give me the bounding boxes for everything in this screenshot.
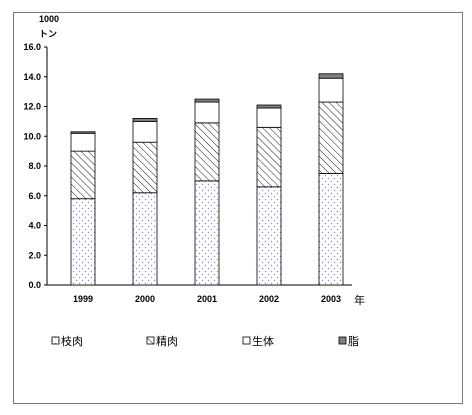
- bar-2002-枝肉: [256, 186, 282, 286]
- bar-2002-脂: [256, 104, 282, 109]
- bar-2003-精肉: [318, 101, 344, 174]
- y-tick-label: 6.0: [28, 191, 41, 201]
- bar-2002-生体: [256, 107, 282, 128]
- x-tick-label-2000: 2000: [135, 294, 155, 304]
- y-unit-line2: トン: [39, 29, 57, 39]
- legend-item-脂: 脂: [338, 334, 359, 348]
- legend-label-生体: 生体: [252, 334, 274, 348]
- bar-2001-脂: [194, 98, 220, 103]
- bar-2001-精肉: [194, 122, 220, 182]
- bar-2002-精肉: [256, 126, 282, 188]
- bar-1999-脂: [70, 131, 96, 134]
- legend-swatch-枝肉: [51, 336, 60, 345]
- bar-2000-枝肉: [132, 192, 158, 286]
- bar-2000-精肉: [132, 141, 158, 194]
- bar-1999-精肉: [70, 150, 96, 200]
- legend-swatch-精肉: [146, 336, 155, 345]
- y-tick-label: 8.0: [28, 161, 41, 171]
- bars: [70, 73, 344, 286]
- x-tick-label-2002: 2002: [259, 294, 279, 304]
- bar-2000-脂: [132, 118, 158, 122]
- x-tick-label-1999: 1999: [73, 294, 93, 304]
- y-tick-label: 2.0: [28, 250, 41, 260]
- bar-2001-生体: [194, 101, 220, 124]
- legend: 枝肉 精肉 生体 脂: [51, 334, 359, 348]
- legend-label-精肉: 精肉: [156, 335, 178, 348]
- y-tick-label: 10.0: [23, 131, 41, 141]
- legend-label-脂: 脂: [348, 334, 359, 348]
- x-tick-label-2003: 2003: [321, 294, 341, 304]
- y-tick-label: 16.0: [23, 42, 41, 52]
- bar-2003-枝肉: [318, 173, 344, 286]
- bar-1999-枝肉: [70, 198, 96, 286]
- bar-2001-枝肉: [194, 180, 220, 286]
- bar-1999-生体: [70, 132, 96, 152]
- y-unit-label: 1000 トン: [39, 14, 59, 39]
- legend-item-精肉: 精肉: [146, 335, 178, 348]
- legend-item-生体: 生体: [242, 334, 274, 348]
- bar-2000-生体: [132, 120, 158, 143]
- x-tick-label-2001: 2001: [197, 294, 217, 304]
- y-tick-label: 0.0: [28, 280, 41, 290]
- legend-swatch-脂: [338, 336, 347, 345]
- bar-2003-脂: [318, 73, 344, 79]
- y-tick-label: 12.0: [23, 102, 41, 112]
- legend-label-枝肉: 枝肉: [61, 334, 83, 348]
- y-tick-label: 4.0: [28, 221, 41, 231]
- y-tick-label: 14.0: [23, 72, 41, 82]
- legend-item-枝肉: 枝肉: [51, 334, 83, 348]
- legend-swatch-生体: [242, 336, 251, 345]
- x-tick-labels: 1999 2000 2001 2002 2003: [73, 294, 341, 304]
- y-tick-labels: 0.0 2.0 4.0 6.0 8.0 10.0 12.0 14.0 16.0: [23, 42, 47, 290]
- x-unit-label: 年: [354, 293, 365, 307]
- y-unit-line1: 1000: [39, 14, 59, 24]
- bar-2003-生体: [318, 77, 344, 103]
